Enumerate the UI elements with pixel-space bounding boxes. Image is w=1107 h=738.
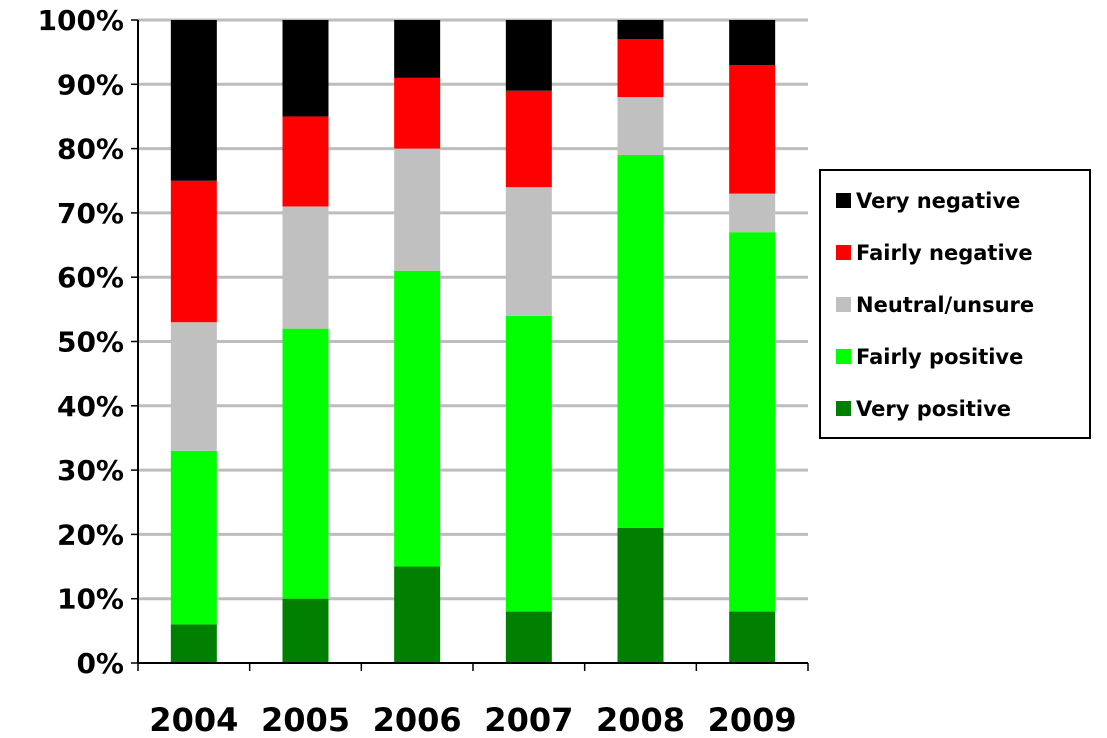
y-tick-label: 90% xyxy=(57,68,124,101)
legend-label-fairly-negative: Fairly negative xyxy=(856,241,1033,265)
bar-segment-very-positive xyxy=(170,624,217,663)
y-tick-label: 60% xyxy=(57,261,124,294)
bar-stack-2009 xyxy=(729,20,776,663)
y-tick-label: 70% xyxy=(57,197,124,230)
legend-box xyxy=(819,169,1091,439)
bar-segment-fairly-negative xyxy=(617,39,664,98)
bar-stack-2007 xyxy=(505,20,552,663)
legend-swatch-fairly-negative xyxy=(836,245,851,260)
y-tick-label: 100% xyxy=(37,4,124,37)
axes: 0% 10% 20% 30% 40% 50% 60% 70% 80% 90% 100% 2004 200… xyxy=(37,4,809,738)
bar-segment-neutral-unsure xyxy=(617,97,664,156)
bar-stack-2008 xyxy=(617,20,664,663)
x-tick-label: 2009 xyxy=(708,701,797,738)
bar-segment-very-positive xyxy=(282,598,329,663)
legend-swatch-very-negative xyxy=(836,193,851,208)
bar-segment-very-negative xyxy=(505,20,552,91)
bar-segment-fairly-positive xyxy=(282,328,329,599)
bar-segment-fairly-positive xyxy=(729,232,776,612)
legend-swatch-very-positive xyxy=(836,401,851,416)
y-tick-label: 40% xyxy=(57,390,124,423)
bar-stack-2006 xyxy=(394,20,441,663)
grid-lines xyxy=(138,18,808,601)
x-tick-label: 2005 xyxy=(261,701,350,738)
legend: Very negative Fairly negative Neutral/unsu… xyxy=(819,169,1091,439)
bar-segment-very-positive xyxy=(729,611,776,663)
y-tick-label: 30% xyxy=(57,454,124,487)
bar-segment-neutral-unsure xyxy=(505,187,552,316)
bar-segment-neutral-unsure xyxy=(729,193,776,233)
bar-stack-2005 xyxy=(282,20,329,663)
bar-segment-fairly-positive xyxy=(505,315,552,612)
bar-segment-very-negative xyxy=(282,20,329,117)
bar-segment-fairly-negative xyxy=(394,77,441,149)
bar-segment-neutral-unsure xyxy=(394,148,441,271)
bar-segment-fairly-negative xyxy=(170,180,217,323)
y-tick-label: 50% xyxy=(57,326,124,359)
bar-segment-fairly-positive xyxy=(170,450,217,625)
y-tick-label: 80% xyxy=(57,133,124,166)
legend-swatch-fairly-positive xyxy=(836,349,851,364)
y-tick-label: 20% xyxy=(57,518,124,551)
bar-segment-fairly-positive xyxy=(617,155,664,528)
legend-label-neutral-unsure: Neutral/unsure xyxy=(856,293,1034,317)
y-tick-label: 10% xyxy=(57,583,124,616)
x-tick-label: 2008 xyxy=(596,701,685,738)
legend-swatch-neutral-unsure xyxy=(836,297,851,312)
bar-segment-very-negative xyxy=(394,20,441,78)
bar-segment-fairly-negative xyxy=(505,90,552,188)
x-tick-label: 2006 xyxy=(373,701,462,738)
bars xyxy=(170,20,776,663)
x-tick-label: 2004 xyxy=(149,701,238,738)
bar-segment-very-negative xyxy=(617,20,664,40)
bar-segment-fairly-positive xyxy=(394,270,441,567)
y-tick-label: 0% xyxy=(76,647,124,680)
bar-segment-very-negative xyxy=(729,20,776,66)
legend-label-very-positive: Very positive xyxy=(856,397,1011,421)
bar-segment-very-positive xyxy=(394,566,441,663)
bar-segment-very-positive xyxy=(505,611,552,663)
bar-segment-neutral-unsure xyxy=(170,322,217,451)
bar-stack-2004 xyxy=(170,20,217,663)
bar-segment-fairly-negative xyxy=(282,116,329,207)
bar-segment-neutral-unsure xyxy=(282,206,329,329)
legend-label-very-negative: Very negative xyxy=(856,189,1020,213)
legend-label-fairly-positive: Fairly positive xyxy=(856,345,1023,369)
bar-segment-very-negative xyxy=(170,20,217,181)
bar-segment-very-positive xyxy=(617,527,664,663)
x-tick-label: 2007 xyxy=(484,701,573,738)
bar-segment-fairly-negative xyxy=(729,65,776,194)
